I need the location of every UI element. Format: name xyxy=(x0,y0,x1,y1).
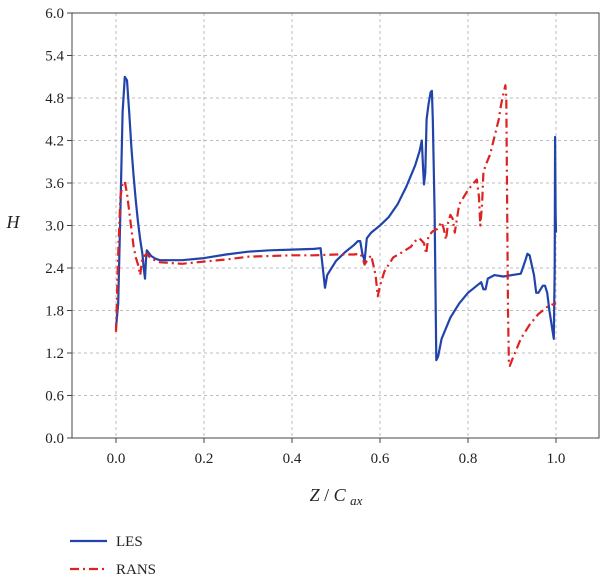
x-axis-label-slash: / xyxy=(324,485,329,505)
legend-label-les: LES xyxy=(116,534,143,550)
y-tick-label: 0.6 xyxy=(45,389,64,405)
y-tick-label: 2.4 xyxy=(45,261,64,277)
ticks: 0.0 0.6 1.2 1.8 2.4 3.0 3.6 4.2 4.8 5.4 6.0 0.0 0.2 0… xyxy=(45,6,565,467)
y-tick-label: 5.4 xyxy=(45,49,64,65)
y-tick-label: 1.2 xyxy=(45,346,64,362)
series-line-rans xyxy=(114,84,557,367)
legend: LES RANS xyxy=(70,534,156,578)
series-layer xyxy=(114,75,558,367)
x-tick-label: 0.8 xyxy=(459,451,478,467)
y-axis-label: H xyxy=(6,212,21,232)
x-axis-label: Z / C ax xyxy=(310,485,363,508)
x-tick-label: 1.0 xyxy=(547,451,566,467)
series-line-les xyxy=(114,75,558,362)
y-tick-label: 4.8 xyxy=(45,91,64,107)
y-tick-label: 1.8 xyxy=(45,304,64,320)
y-tick-label: 0.0 xyxy=(45,431,64,447)
x-axis-label-sub: ax xyxy=(350,493,363,508)
y-tick-label: 6.0 xyxy=(45,6,64,22)
x-tick-label: 0.2 xyxy=(195,451,214,467)
y-tick-label: 4.2 xyxy=(45,134,64,150)
x-tick-label: 0.0 xyxy=(107,451,126,467)
x-tick-label: 0.6 xyxy=(371,451,390,467)
x-axis-label-c: C xyxy=(334,485,347,505)
x-axis-label-main: Z xyxy=(310,485,321,505)
y-tick-label: 3.6 xyxy=(45,176,64,192)
y-tick-label: 3.0 xyxy=(45,219,64,235)
legend-label-rans: RANS xyxy=(116,562,156,578)
grid xyxy=(72,13,600,438)
x-tick-label: 0.4 xyxy=(283,451,302,467)
